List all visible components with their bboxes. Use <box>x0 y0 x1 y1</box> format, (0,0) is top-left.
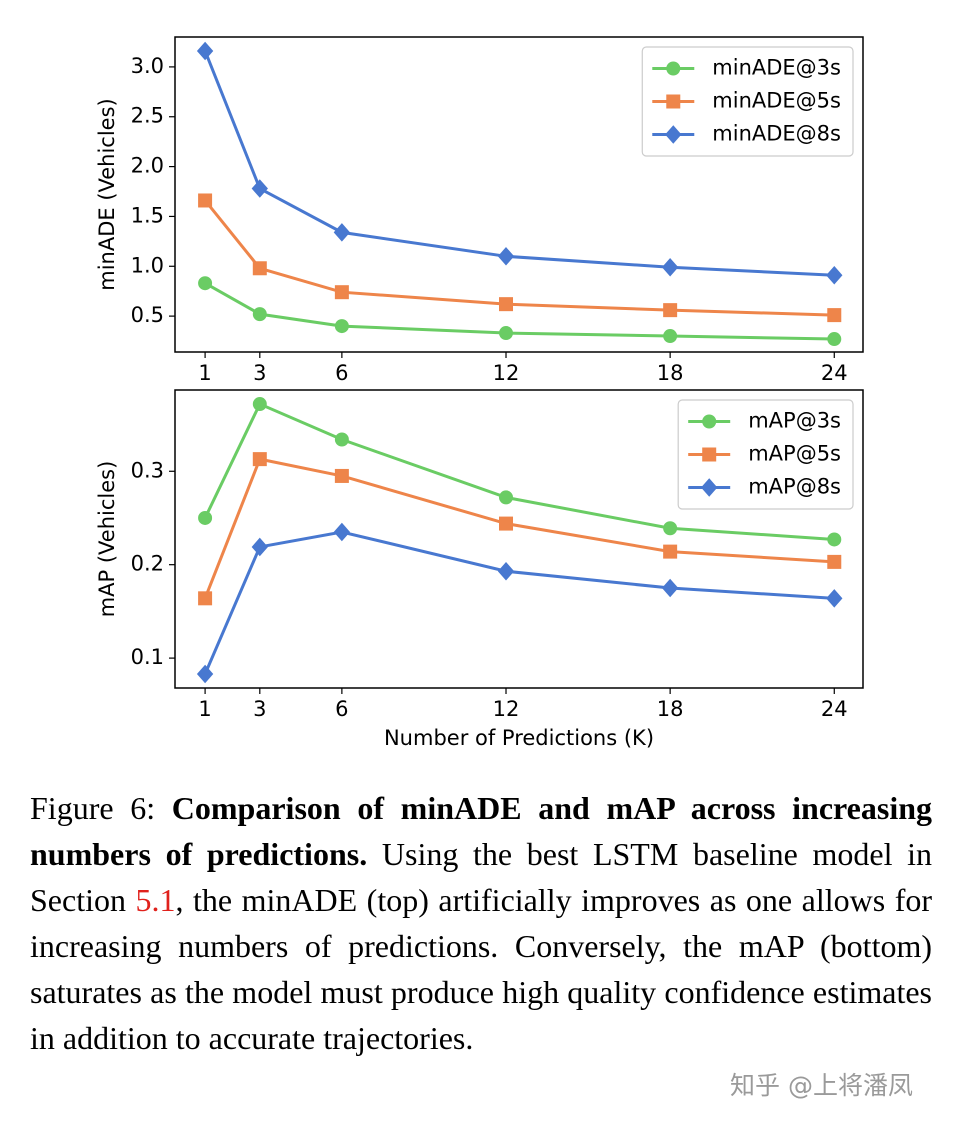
legend-label: minADE@3s <box>712 56 841 80</box>
marker <box>198 276 213 291</box>
plot-frame <box>174 36 864 353</box>
y-tick-label: 0.1 <box>131 645 164 669</box>
marker <box>497 561 515 581</box>
y-tick-label: 3.0 <box>131 54 164 78</box>
marker <box>663 521 678 536</box>
y-tick-label: 0.2 <box>131 552 164 576</box>
marker <box>826 589 843 608</box>
marker <box>196 41 214 61</box>
series-line <box>203 530 835 675</box>
x-tick-label: 24 <box>821 361 848 385</box>
caption-title: Comparison of minADE and mAP across incr… <box>30 790 933 872</box>
legend-marker <box>666 61 681 76</box>
caption-body: Using the best LSTM baseline model in Se… <box>30 836 933 918</box>
marker <box>252 261 267 276</box>
legend: minADE@3s minADE@5s minADE@8s <box>641 46 854 157</box>
x-axis-label: Number of Predictions (K) <box>384 726 654 750</box>
marker <box>334 432 349 447</box>
legend-marker <box>701 478 718 497</box>
y-tick-label: 0.3 <box>131 458 164 482</box>
caption-label: Figure 6: <box>30 790 156 826</box>
x-tick-label: 12 <box>493 361 520 385</box>
marker <box>499 326 514 341</box>
y-tick-label: 2.5 <box>131 104 164 128</box>
marker <box>252 307 267 322</box>
marker <box>198 591 213 606</box>
legend-marker <box>702 447 717 462</box>
y-tick-label: 0.5 <box>131 303 164 327</box>
legend-label: minADE@8s <box>712 122 841 146</box>
section-ref[interactable]: 5.1 <box>135 882 176 918</box>
watermark: 知乎 @上将潘凤 <box>730 1071 913 1100</box>
series-line <box>204 281 835 341</box>
x-tick-label: 12 <box>493 697 520 721</box>
y-tick-label: 2.0 <box>131 154 164 178</box>
x-tick-label: 24 <box>821 697 848 721</box>
marker <box>251 537 268 557</box>
legend-frame <box>641 46 854 157</box>
legend-label: minADE@5s <box>712 89 841 113</box>
x-tick-label: 3 <box>253 361 266 385</box>
marker <box>499 516 514 531</box>
x-tick-label: 1 <box>198 361 211 385</box>
marker <box>661 578 679 598</box>
x-tick-label: 1 <box>198 697 211 721</box>
marker <box>499 490 514 505</box>
legend-marker <box>665 125 682 144</box>
marker <box>334 468 349 483</box>
y-tick-label: 1.0 <box>131 253 164 277</box>
marker <box>333 522 351 542</box>
marker <box>827 332 842 347</box>
y-axis-label: mAP (Vehicles) <box>95 461 119 618</box>
caption: Figure 6: Comparison of minADE and mAP a… <box>30 785 932 1061</box>
marker <box>827 554 842 569</box>
marker <box>198 510 213 525</box>
x-tick-label: 3 <box>253 697 266 721</box>
marker <box>826 265 843 285</box>
legend-label: mAP@8s <box>748 475 841 499</box>
x-tick-label: 6 <box>335 697 348 721</box>
plot-frame <box>174 389 864 689</box>
marker <box>196 664 214 684</box>
x-tick-label: 18 <box>657 361 684 385</box>
marker <box>334 285 349 300</box>
marker <box>333 223 351 242</box>
marker <box>499 297 514 312</box>
marker <box>497 247 515 266</box>
legend-label: mAP@3s <box>748 409 841 433</box>
legend-marker <box>702 414 717 429</box>
marker <box>663 544 678 559</box>
legend-marker <box>666 94 681 109</box>
marker <box>663 303 678 318</box>
y-axis-label: minADE (Vehicles) <box>95 98 119 291</box>
series-line <box>203 199 835 317</box>
caption-body: , the minADE (top) artificially improves… <box>30 882 933 1056</box>
marker <box>252 452 267 467</box>
figure: 0.5 1.0 1.5 2.0 2.5 3.0 1 3 6 12 18 24 minADE (Vehic… <box>95 36 864 750</box>
marker <box>827 308 842 323</box>
x-tick-label: 18 <box>657 697 684 721</box>
legend-label: mAP@5s <box>748 442 841 466</box>
legend: mAP@3s mAP@5s mAP@8s <box>677 399 854 510</box>
marker <box>661 258 679 277</box>
y-tick-label: 1.5 <box>131 203 164 227</box>
series-line <box>203 50 835 277</box>
marker <box>663 329 678 344</box>
legend-frame <box>677 399 854 510</box>
marker <box>827 532 842 547</box>
series-line <box>203 457 835 599</box>
marker <box>198 193 213 208</box>
series-line <box>203 402 835 541</box>
x-tick-label: 6 <box>335 361 348 385</box>
marker <box>252 397 267 412</box>
marker <box>334 319 349 334</box>
marker <box>251 179 268 198</box>
